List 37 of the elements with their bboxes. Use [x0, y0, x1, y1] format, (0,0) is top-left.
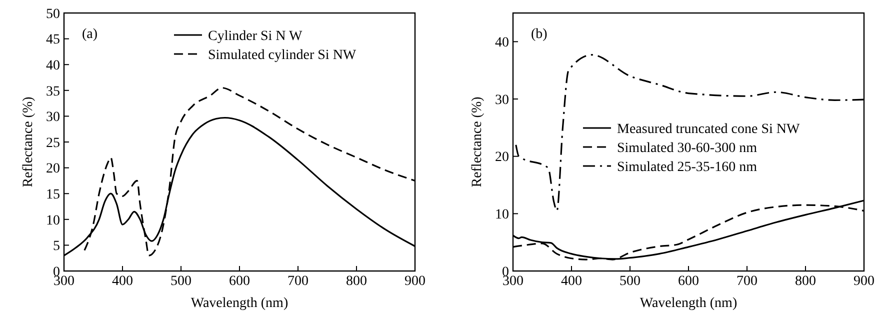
x-tick-label: 800: [346, 274, 367, 289]
x-tick-label: 900: [854, 274, 874, 289]
x-tick-label: 600: [678, 274, 699, 289]
x-axis-title: Wavelength (nm): [640, 296, 738, 311]
x-tick-label: 600: [229, 274, 250, 289]
y-tick-label: 40: [46, 58, 60, 74]
y-tick-label: 30: [495, 92, 509, 108]
x-tick-label: 400: [112, 274, 133, 289]
y-tick-label: 20: [46, 162, 60, 177]
x-tick-label: 900: [404, 274, 426, 289]
y-tick-label: 5: [53, 239, 60, 254]
y-tick-label: 20: [495, 150, 509, 166]
y-tick-label: 45: [46, 32, 60, 48]
annotation: (a): [82, 27, 98, 42]
x-tick-label: 700: [288, 274, 308, 289]
y-tick-label: 35: [46, 84, 60, 100]
legend-label: Simulated cylinder Si NW: [208, 48, 357, 63]
y-tick-label: 30: [46, 110, 60, 126]
y-tick-label: 15: [46, 188, 60, 202]
x-tick-label: 500: [170, 274, 192, 289]
y-tick-label: 50: [46, 6, 60, 22]
y-axis-title: Reflectance (%): [470, 96, 485, 188]
x-axis-title: Wavelength (nm): [190, 296, 288, 311]
x-tick-label: 800: [795, 274, 816, 289]
y-tick-label: 10: [495, 208, 509, 223]
x-tick-label: 700: [736, 274, 758, 289]
legend-label: Cylinder Si N W: [208, 28, 304, 44]
y-tick-label: 10: [46, 213, 60, 228]
y-tick-label: 25: [46, 136, 60, 151]
annotation: (b): [531, 27, 548, 42]
y-tick-label: 40: [495, 36, 509, 51]
legend-label: Measured truncated cone Si NW: [617, 122, 800, 137]
legend-label: Simulated 25-35-160 nm: [617, 160, 758, 175]
x-tick-label: 400: [561, 274, 582, 289]
y-axis-title: Reflectance (%): [21, 96, 36, 188]
legend-label: Simulated 30-60-300 nm: [617, 140, 758, 156]
x-tick-label: 500: [620, 274, 640, 289]
